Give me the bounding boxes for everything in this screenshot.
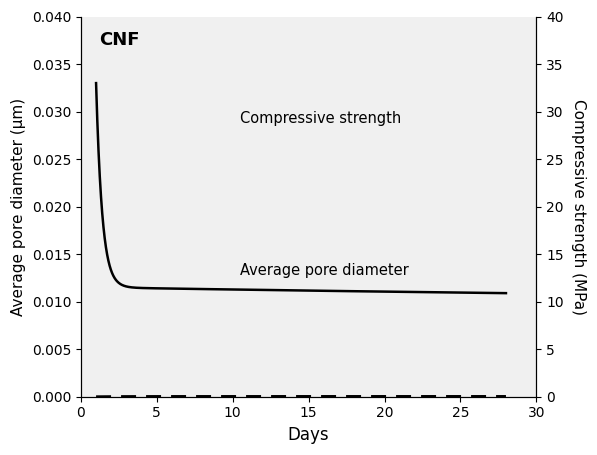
Text: Average pore diameter: Average pore diameter xyxy=(240,263,409,278)
Text: Compressive strength: Compressive strength xyxy=(240,111,402,126)
Text: CNF: CNF xyxy=(99,31,140,49)
Y-axis label: Compressive strength (MPa): Compressive strength (MPa) xyxy=(571,99,586,314)
X-axis label: Days: Days xyxy=(288,426,330,444)
Y-axis label: Average pore diameter (μm): Average pore diameter (μm) xyxy=(11,97,26,316)
